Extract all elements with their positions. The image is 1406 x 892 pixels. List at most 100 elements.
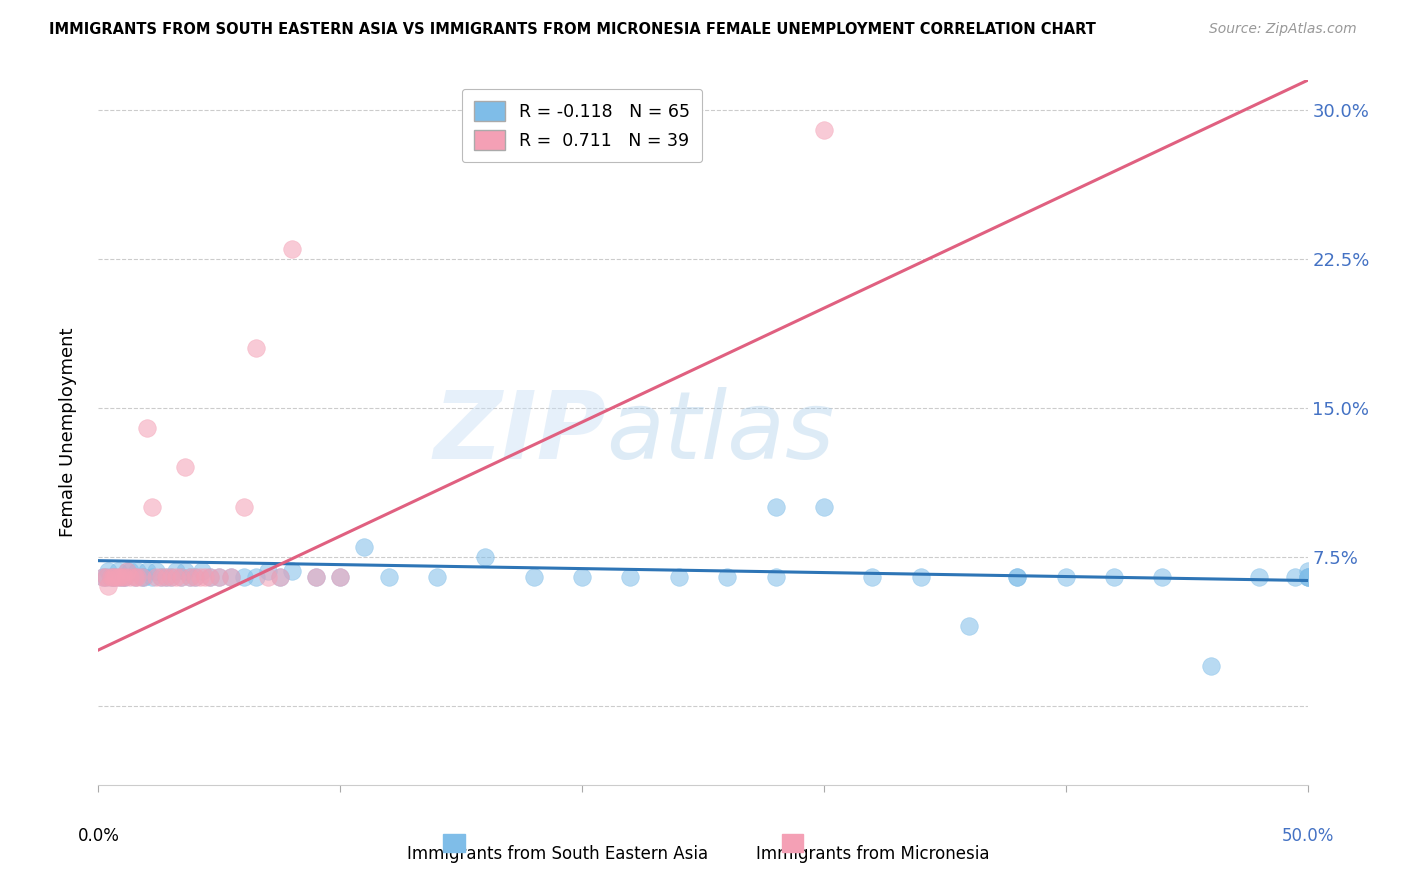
Point: [155, 569, 177, 583]
Point: [134, 569, 156, 583]
Point: [860, 569, 883, 583]
Point: [101, 569, 124, 583]
Point: [104, 569, 127, 583]
Point: [232, 569, 254, 583]
Point: [184, 569, 207, 583]
Point: [169, 569, 191, 583]
Point: [245, 341, 267, 355]
Point: [117, 564, 139, 578]
Point: [1284, 569, 1306, 583]
Point: [118, 564, 141, 578]
Point: [111, 569, 134, 583]
Point: [221, 569, 243, 583]
Text: Immigrants from South Eastern Asia: Immigrants from South Eastern Asia: [408, 845, 709, 863]
Point: [165, 564, 187, 578]
Point: [131, 569, 153, 583]
Point: [179, 569, 201, 583]
Point: [221, 569, 243, 583]
Point: [150, 569, 173, 583]
Point: [813, 500, 835, 514]
Point: [619, 569, 641, 583]
Point: [194, 569, 217, 583]
Point: [108, 569, 131, 583]
Point: [127, 569, 149, 583]
Point: [100, 569, 122, 583]
Point: [329, 569, 352, 583]
Point: [245, 569, 267, 583]
Point: [94, 569, 117, 583]
Point: [269, 569, 291, 583]
Point: [1007, 569, 1029, 583]
Point: [1199, 658, 1222, 673]
Point: [1102, 569, 1125, 583]
Point: [1296, 564, 1319, 578]
Point: [1296, 569, 1319, 583]
Point: [281, 242, 304, 256]
Point: [716, 569, 738, 583]
Point: [169, 569, 191, 583]
Text: ZIP: ZIP: [433, 386, 606, 479]
Point: [474, 549, 496, 564]
Point: [1054, 569, 1077, 583]
Point: [91, 569, 114, 583]
Point: [145, 569, 167, 583]
Point: [165, 569, 187, 583]
Point: [329, 569, 352, 583]
Point: [208, 569, 231, 583]
Point: [155, 569, 177, 583]
Point: [910, 569, 932, 583]
Point: [114, 569, 136, 583]
Point: [118, 569, 141, 583]
Point: [145, 564, 167, 578]
Y-axis label: Female Unemployment: Female Unemployment: [59, 328, 77, 537]
Point: [256, 569, 278, 583]
Point: [160, 569, 183, 583]
Point: [150, 569, 173, 583]
Point: [813, 123, 835, 137]
Point: [765, 569, 787, 583]
Point: [108, 569, 131, 583]
Text: IMMIGRANTS FROM SOUTH EASTERN ASIA VS IMMIGRANTS FROM MICRONESIA FEMALE UNEMPLOY: IMMIGRANTS FROM SOUTH EASTERN ASIA VS IM…: [49, 22, 1097, 37]
Point: [184, 569, 207, 583]
Point: [91, 569, 114, 583]
Point: [114, 569, 136, 583]
Point: [198, 569, 221, 583]
Point: [107, 564, 129, 578]
Point: [353, 540, 375, 554]
Point: [124, 569, 146, 583]
Text: Source: ZipAtlas.com: Source: ZipAtlas.com: [1209, 22, 1357, 37]
Point: [179, 569, 201, 583]
Point: [1296, 569, 1319, 583]
Point: [97, 564, 120, 578]
Point: [135, 420, 157, 434]
Point: [305, 569, 328, 583]
Point: [124, 569, 146, 583]
Point: [188, 569, 211, 583]
Text: atlas: atlas: [606, 387, 835, 478]
Point: [957, 619, 980, 633]
Legend: R = -0.118   N = 65, R =  0.711   N = 39: R = -0.118 N = 65, R = 0.711 N = 39: [461, 89, 703, 162]
Point: [141, 569, 163, 583]
Point: [1296, 569, 1319, 583]
Point: [281, 564, 304, 578]
Point: [668, 569, 690, 583]
Point: [174, 564, 197, 578]
Point: [100, 569, 122, 583]
Point: [174, 460, 197, 475]
Point: [104, 569, 127, 583]
Point: [135, 564, 157, 578]
Point: [208, 569, 231, 583]
Point: [523, 569, 546, 583]
Point: [765, 500, 787, 514]
Point: [256, 564, 278, 578]
Point: [426, 569, 449, 583]
Point: [111, 569, 134, 583]
Point: [127, 564, 149, 578]
Point: [117, 564, 139, 578]
Point: [141, 500, 163, 514]
Point: [377, 569, 399, 583]
Point: [198, 569, 221, 583]
Point: [131, 569, 153, 583]
Point: [101, 569, 124, 583]
Point: [94, 569, 117, 583]
